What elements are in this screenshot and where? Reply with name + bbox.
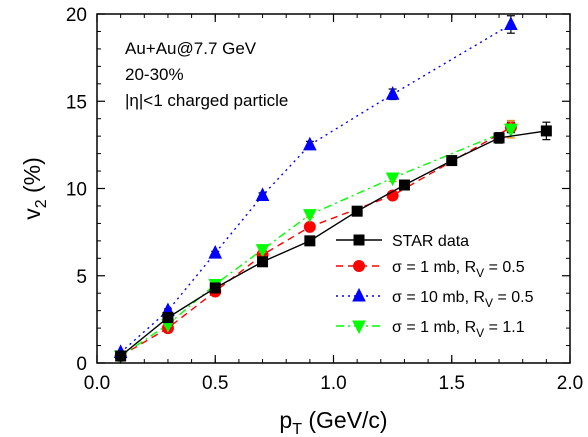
x-tick-label: 1.0 bbox=[320, 373, 346, 394]
data-point bbox=[493, 132, 505, 144]
y-tick-label: 20 bbox=[66, 5, 87, 26]
legend-marker bbox=[353, 260, 365, 272]
x-tick-label: 0.0 bbox=[84, 373, 110, 394]
legend: STAR data σ = 1 mb, RV = 0.5 σ = 10 mb, RV… bbox=[336, 233, 534, 340]
data-point bbox=[446, 155, 458, 167]
data-point bbox=[504, 123, 518, 138]
x-axis-label: pT (GeV/c) bbox=[279, 407, 387, 437]
legend-marker bbox=[352, 320, 366, 335]
annotation-eta-range: |η|<1 charged particle bbox=[125, 91, 288, 110]
annotation-centrality: 20-30% bbox=[125, 65, 184, 84]
legend-marker bbox=[353, 234, 365, 246]
data-point bbox=[351, 205, 363, 217]
data-point bbox=[540, 125, 552, 137]
annotation-block: Au+Au@7.7 GeV 20-30% |η|<1 charged parti… bbox=[125, 39, 288, 110]
legend-entry-1: σ = 1 mb, RV = 0.5 bbox=[336, 259, 525, 280]
data-point bbox=[255, 187, 270, 201]
legend-entry-0: STAR data bbox=[336, 233, 469, 250]
data-point bbox=[504, 16, 518, 30]
y-tick-label: 10 bbox=[66, 180, 87, 201]
data-point bbox=[257, 256, 269, 268]
axis-tick-labels: 0.0 0.5 1.0 1.5 2.0 0 5 10 15 20 bbox=[66, 5, 583, 394]
x-tick-label: 0.5 bbox=[202, 373, 228, 394]
y-axis-label: v2 (%) bbox=[19, 157, 50, 220]
legend-marker bbox=[352, 287, 366, 302]
data-point bbox=[398, 179, 410, 191]
legend-label: σ = 1 mb, RV = 1.1 bbox=[392, 319, 525, 340]
data-point bbox=[304, 235, 316, 247]
data-point bbox=[385, 86, 400, 100]
data-point bbox=[303, 220, 316, 233]
legend-label: σ = 10 mb, RV = 0.5 bbox=[392, 289, 534, 310]
annotation-collision-system: Au+Au@7.7 GeV bbox=[125, 39, 257, 58]
data-point bbox=[385, 172, 400, 187]
legend-label: STAR data bbox=[392, 233, 469, 250]
x-tick-label: 1.5 bbox=[439, 373, 465, 394]
data-point bbox=[303, 209, 317, 223]
series-line bbox=[120, 130, 547, 357]
y-tick-label: 0 bbox=[76, 354, 87, 375]
legend-entry-2: σ = 10 mb, RV = 0.5 bbox=[336, 287, 534, 310]
legend-label: σ = 1 mb, RV = 0.5 bbox=[392, 259, 525, 280]
data-point bbox=[209, 282, 221, 294]
legend-entry-3: σ = 1 mb, RV = 1.1 bbox=[336, 319, 525, 340]
y-tick-label: 15 bbox=[66, 92, 87, 113]
data-point bbox=[162, 312, 174, 324]
series-layer bbox=[113, 15, 552, 365]
data-point bbox=[303, 136, 317, 151]
axis-ticks bbox=[96, 13, 571, 364]
y-tick-label: 5 bbox=[76, 267, 87, 288]
data-point bbox=[255, 244, 270, 258]
data-point bbox=[208, 244, 223, 259]
x-tick-label: 2.0 bbox=[557, 373, 583, 394]
